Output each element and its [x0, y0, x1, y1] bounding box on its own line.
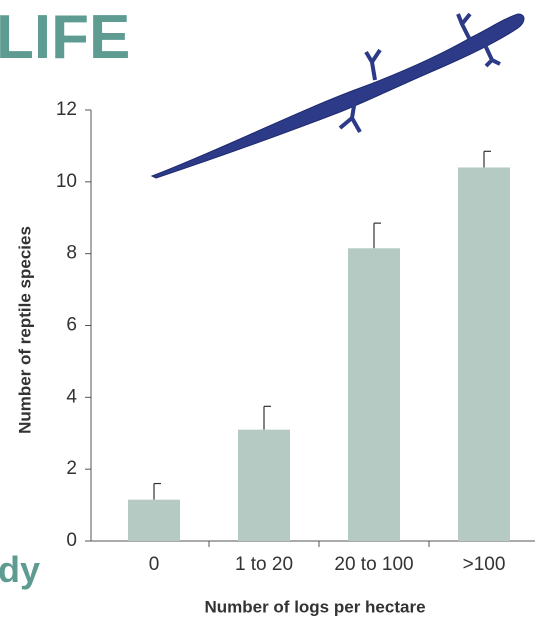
y-tick-label: 0	[66, 530, 77, 551]
bar	[348, 248, 400, 541]
y-tick-label: 12	[56, 99, 77, 120]
y-tick-label: 10	[56, 171, 77, 192]
bar	[238, 429, 290, 541]
x-tick-label: 0	[149, 554, 160, 575]
lizard-illustration	[150, 12, 525, 179]
heading-fragment: LIFE	[0, 3, 130, 72]
y-tick-label: 4	[66, 386, 77, 407]
x-axis-title: Number of logs per hectare	[204, 597, 425, 616]
footer-fragment: dy	[0, 549, 40, 590]
y-axis-title: Number of reptile species	[15, 226, 34, 434]
bar	[128, 499, 180, 541]
x-tick-label: 20 to 100	[334, 554, 413, 575]
y-tick-label: 2	[66, 458, 77, 479]
x-tick-label: 1 to 20	[235, 554, 293, 575]
bar	[458, 167, 510, 541]
y-tick-label: 6	[66, 315, 77, 336]
y-tick-label: 8	[66, 243, 77, 264]
x-tick-label: >100	[463, 554, 506, 575]
